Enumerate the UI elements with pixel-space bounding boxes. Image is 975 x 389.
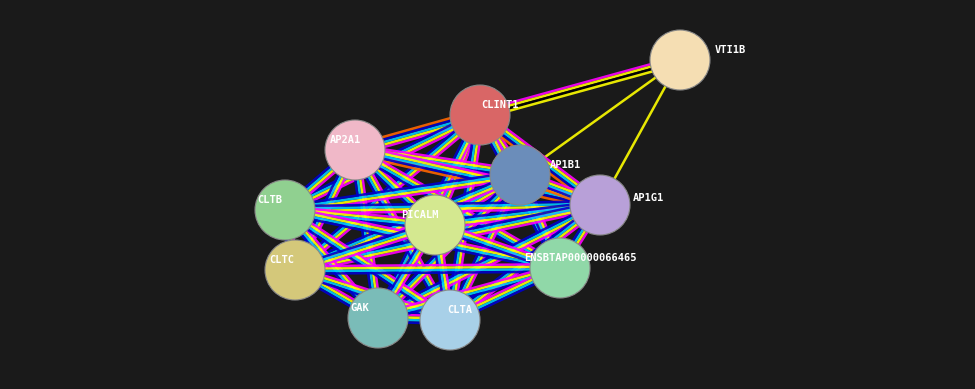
Text: AP2A1: AP2A1 xyxy=(330,135,361,145)
Text: VTI1B: VTI1B xyxy=(715,45,746,55)
Text: AP1G1: AP1G1 xyxy=(633,193,664,203)
Ellipse shape xyxy=(450,85,510,145)
Ellipse shape xyxy=(420,290,480,350)
Text: AP1B1: AP1B1 xyxy=(549,160,581,170)
Text: ENSBTAP00000066465: ENSBTAP00000066465 xyxy=(524,253,637,263)
Ellipse shape xyxy=(255,180,315,240)
Text: CLTC: CLTC xyxy=(269,255,294,265)
Ellipse shape xyxy=(530,238,590,298)
Ellipse shape xyxy=(405,195,465,255)
Ellipse shape xyxy=(650,30,710,90)
Ellipse shape xyxy=(570,175,630,235)
Ellipse shape xyxy=(490,145,550,205)
Ellipse shape xyxy=(265,240,325,300)
Text: CLINT1: CLINT1 xyxy=(482,100,519,110)
Text: CLTB: CLTB xyxy=(257,195,283,205)
Ellipse shape xyxy=(325,120,385,180)
Text: CLTA: CLTA xyxy=(448,305,473,315)
Text: GAK: GAK xyxy=(351,303,370,313)
Ellipse shape xyxy=(348,288,408,348)
Text: PICALM: PICALM xyxy=(402,210,439,220)
